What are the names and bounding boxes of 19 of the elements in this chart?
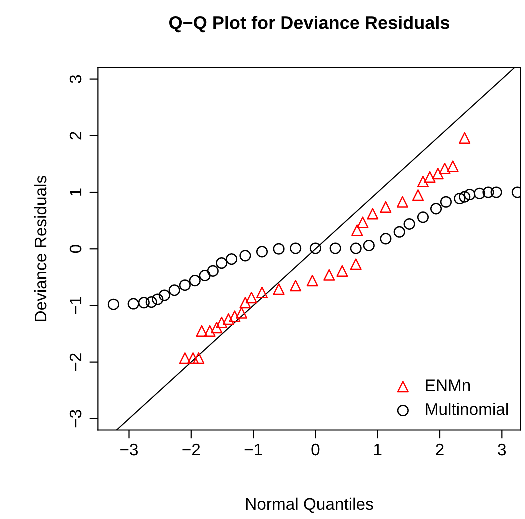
x-tick-label: −3 xyxy=(120,444,138,456)
x-tick-label: −2 xyxy=(182,444,200,456)
x-tick-label: 1 xyxy=(374,444,382,456)
y-tick-label: −2 xyxy=(70,354,82,372)
y-tick-label: 2 xyxy=(70,132,82,140)
chart-title: Q−Q Plot for Deviance Residuals xyxy=(170,16,450,33)
y-axis-title: Deviance Residuals xyxy=(34,176,47,322)
x-tick-label: −1 xyxy=(244,444,262,456)
y-tick-label: 3 xyxy=(70,75,82,84)
legend-label: Multinomial xyxy=(426,403,508,416)
y-tick-label: −1 xyxy=(70,297,82,314)
x-axis-title: Normal Quantiles xyxy=(246,498,374,514)
y-tick-label: −3 xyxy=(70,410,82,428)
x-tick-label: 3 xyxy=(498,444,506,456)
x-tick-label: 0 xyxy=(312,444,320,456)
y-tick-label: 1 xyxy=(70,188,82,196)
y-tick-label: 0 xyxy=(70,245,82,254)
legend-label: ENMn xyxy=(426,380,470,392)
x-tick-label: 2 xyxy=(436,444,444,456)
